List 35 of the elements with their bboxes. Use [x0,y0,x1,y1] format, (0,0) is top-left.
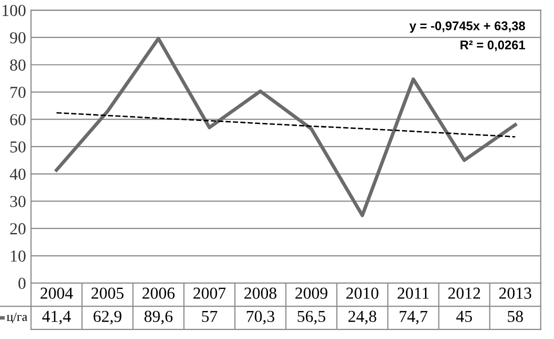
y-tick-label: 90 [10,32,26,44]
y-tick-label: 10 [10,250,26,262]
data-label: 89,6 [144,310,173,324]
y-tick-label: 50 [10,141,26,153]
y-tick-label: 40 [10,168,26,180]
x-tick-label: 2007 [193,288,226,299]
y-tick-label: 80 [10,59,26,71]
x-tick-label: 2006 [142,288,175,299]
x-tick-label: 2011 [398,288,429,299]
y-tick-label: 70 [10,86,26,98]
x-tick-label: 2013 [499,288,532,299]
x-tick-label: 2005 [92,288,124,299]
data-label: 74,7 [400,310,428,324]
data-label: 70,3 [246,310,274,324]
x-tick-label: 2010 [346,288,378,299]
y-tick-label: 100 [2,4,26,16]
x-tick-label: 2004 [40,288,73,299]
data-label: 58 [508,310,523,322]
x-tick-label: 2009 [295,288,328,299]
annotation: y = -0,9745x + 63,38 [409,21,526,33]
y-tick-label: 20 [10,223,26,234]
y-tick-label: 60 [10,114,26,126]
data-label: 62,9 [94,310,122,324]
data-label: 57 [202,310,218,322]
data-label: 45 [456,310,472,322]
x-tick-label: 2012 [448,288,480,299]
data-label: 41,4 [42,310,71,324]
y-tick-label: 0 [18,278,26,290]
data-label: 56,5 [298,310,326,324]
legend-label: ц/га [6,312,28,324]
line-series [56,112,516,138]
x-tick-label: 2008 [244,288,276,299]
y-tick-label: 30 [10,196,26,208]
annotation: R² = 0,0261 [460,40,526,52]
data-label: 24,8 [348,310,376,324]
